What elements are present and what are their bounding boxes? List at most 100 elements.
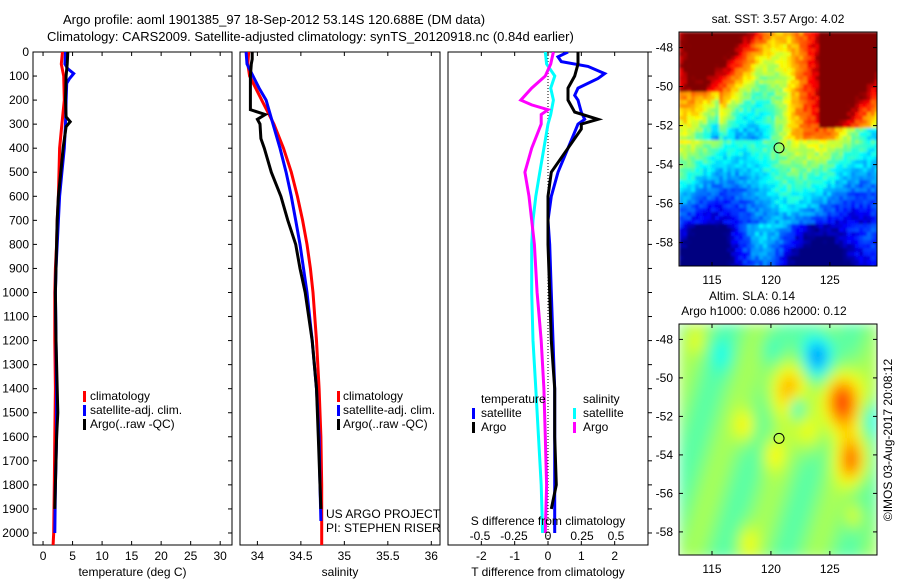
map-cell xyxy=(697,474,704,481)
map-cell xyxy=(855,148,860,153)
map-cell xyxy=(733,552,740,555)
map-cell xyxy=(819,232,824,237)
map-cell xyxy=(799,228,804,233)
map-cell xyxy=(803,220,808,225)
map-cell xyxy=(683,128,688,133)
map-cell xyxy=(739,450,746,457)
map-cell xyxy=(775,360,782,367)
map-cell xyxy=(865,456,872,463)
map-cell xyxy=(793,420,800,427)
map-cell xyxy=(853,552,860,555)
x2-axis-label: S difference from climatology xyxy=(471,514,626,528)
map-cell xyxy=(683,92,688,97)
map-cell xyxy=(839,176,844,181)
map-cell xyxy=(847,84,852,89)
map-cell xyxy=(781,510,788,517)
map-cell xyxy=(679,80,684,85)
map-cell xyxy=(781,486,788,493)
map-cell xyxy=(823,256,828,261)
map-cell xyxy=(739,200,744,205)
legend-title: salinity xyxy=(583,392,620,406)
map-cell xyxy=(847,36,852,41)
map-cell xyxy=(807,148,812,153)
map-cell xyxy=(835,40,840,45)
map-cell xyxy=(763,240,768,245)
map-cell xyxy=(851,256,856,261)
map-cell xyxy=(799,180,804,185)
map-cell xyxy=(759,164,764,169)
map-cell xyxy=(769,396,776,403)
map-cell xyxy=(739,240,744,245)
map-cell xyxy=(691,244,696,249)
map-cell xyxy=(715,462,722,469)
map-cell xyxy=(775,348,782,355)
map-cell xyxy=(839,40,844,45)
map-cell xyxy=(863,64,868,69)
map-cell xyxy=(811,354,818,361)
map-cell xyxy=(695,96,700,101)
map-cell xyxy=(863,152,868,157)
map-cell xyxy=(683,224,688,229)
map-cell xyxy=(783,92,788,97)
map-cell xyxy=(871,432,877,439)
map-cell xyxy=(715,32,720,37)
map-cell xyxy=(687,140,692,145)
map-cell xyxy=(715,64,720,69)
map-cell xyxy=(775,492,782,499)
map-cell xyxy=(755,48,760,53)
map-cell xyxy=(769,408,776,415)
map-cell xyxy=(823,144,828,149)
map-cell xyxy=(775,438,782,445)
map-cell xyxy=(819,252,824,257)
map-cell xyxy=(715,168,720,173)
map-cell xyxy=(807,76,812,81)
map-cell xyxy=(795,84,800,89)
map-cell xyxy=(763,224,768,229)
map-cell xyxy=(709,504,716,511)
map-cell xyxy=(769,492,776,499)
map-cell xyxy=(787,172,792,177)
map-cell xyxy=(871,40,876,45)
map-cell xyxy=(819,204,824,209)
map-cell xyxy=(743,204,748,209)
map-cell xyxy=(711,120,716,125)
map-cell xyxy=(819,260,824,265)
map-cell xyxy=(709,528,716,535)
map-cell xyxy=(847,104,852,109)
map-cell xyxy=(787,144,792,149)
map-cell xyxy=(835,534,842,541)
map-cell xyxy=(723,64,728,69)
map-cell xyxy=(871,366,877,373)
map-cell xyxy=(855,52,860,57)
map-cell xyxy=(843,76,848,81)
map-cell xyxy=(747,244,752,249)
map-cell xyxy=(793,486,800,493)
map-cell xyxy=(707,228,712,233)
map-cell xyxy=(831,128,836,133)
map-cell xyxy=(855,40,860,45)
map-cell xyxy=(715,438,722,445)
map-cell xyxy=(779,44,784,49)
map-cell xyxy=(871,232,876,237)
map-cell xyxy=(787,192,792,197)
map-cell xyxy=(679,372,686,379)
map-cell xyxy=(811,444,818,451)
map-cell xyxy=(711,204,716,209)
map-cell xyxy=(711,260,716,265)
map-cell xyxy=(691,248,696,253)
map-cell xyxy=(709,402,716,409)
map-cell xyxy=(807,104,812,109)
map-cell xyxy=(687,216,692,221)
map-cell xyxy=(875,132,877,137)
map-cell xyxy=(771,60,776,65)
map-cell xyxy=(815,60,820,65)
map-cell xyxy=(755,240,760,245)
map-cell xyxy=(847,88,852,93)
map-cell xyxy=(763,208,768,213)
map-cell xyxy=(757,432,764,439)
map-cell xyxy=(779,160,784,165)
map-cell xyxy=(703,132,708,137)
map-cell xyxy=(709,498,716,505)
map-cell xyxy=(715,188,720,193)
map-cell xyxy=(683,180,688,185)
